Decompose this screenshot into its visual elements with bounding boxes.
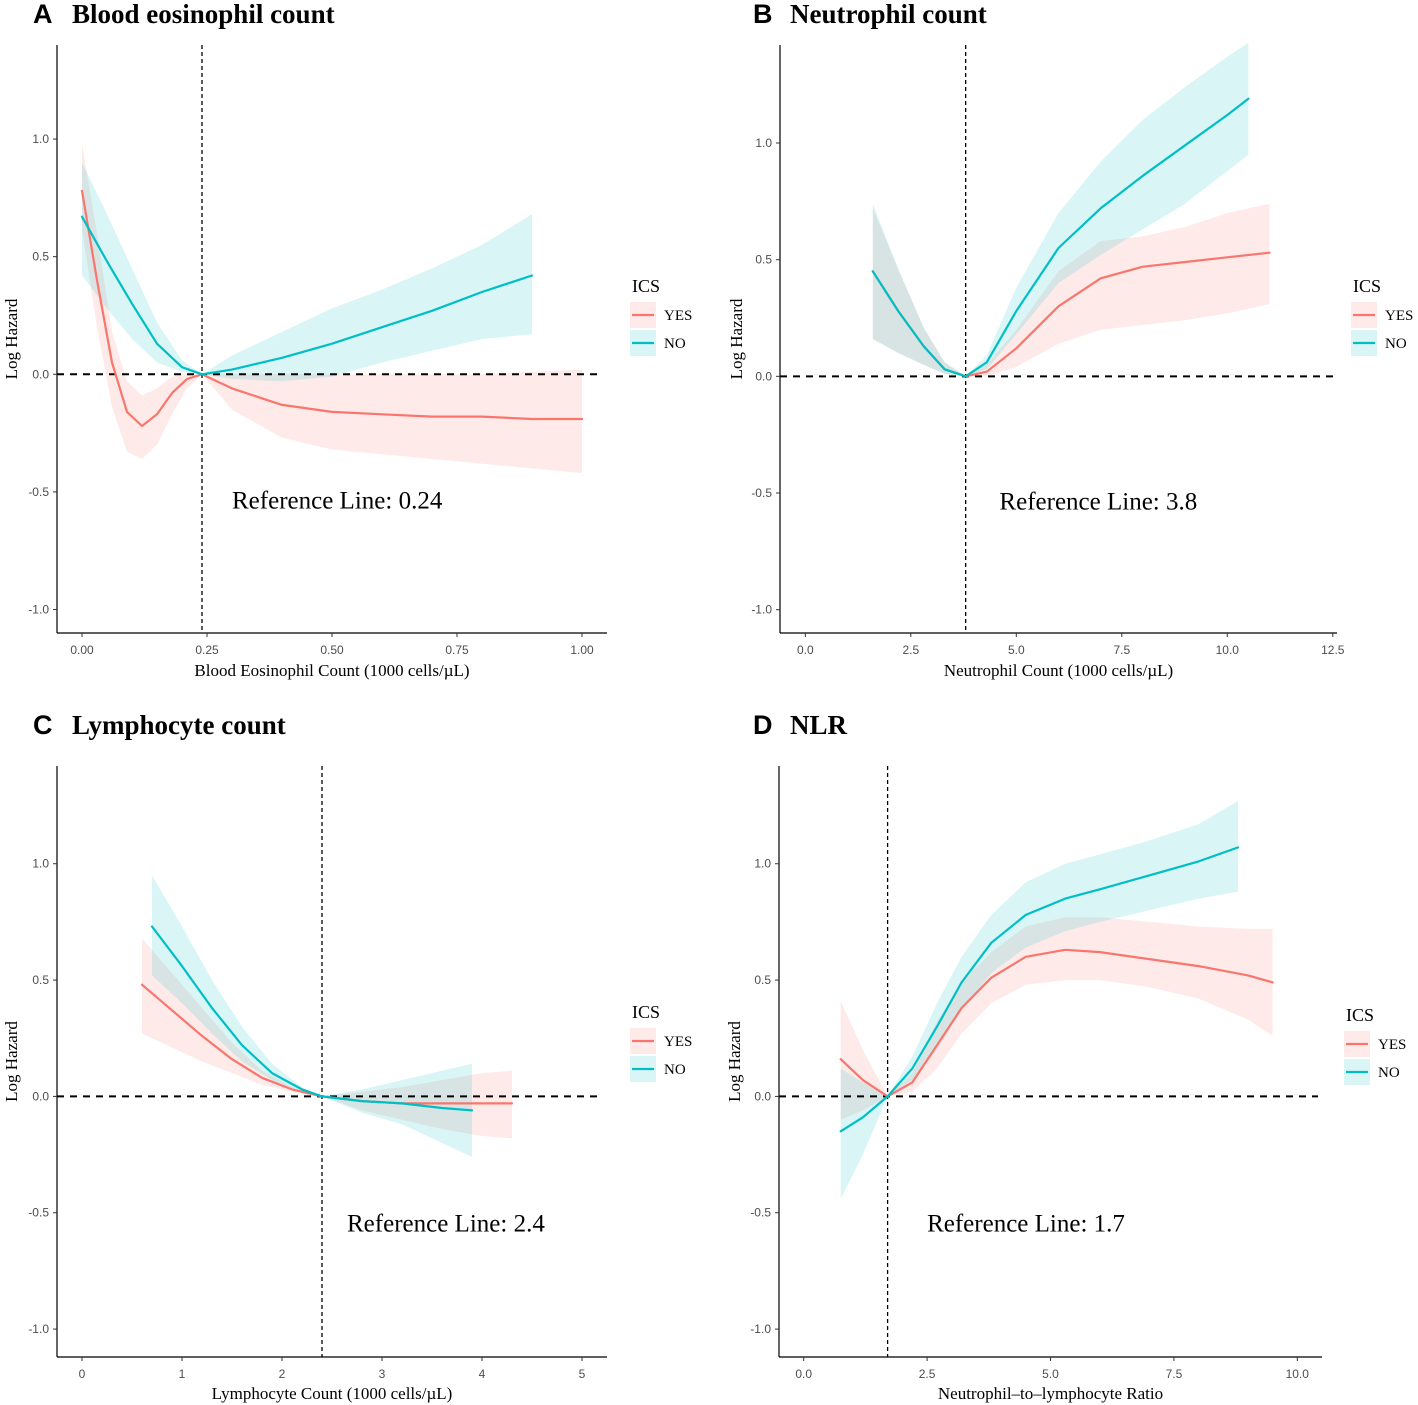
y-axis-title: Log Hazard bbox=[727, 298, 746, 379]
series-line-yes bbox=[839, 948, 1274, 1098]
y-tick-label: -0.5 bbox=[28, 485, 49, 499]
panel-letter: C bbox=[33, 710, 53, 740]
y-tick-label: -0.5 bbox=[28, 1206, 49, 1220]
x-tick-label: 4 bbox=[479, 1367, 486, 1381]
x-tick-label: 10.0 bbox=[1216, 643, 1240, 657]
confidence-band-yes bbox=[82, 143, 582, 474]
y-tick-label: 0.0 bbox=[32, 1089, 49, 1103]
x-tick-label: 2.5 bbox=[902, 643, 919, 657]
chart-panel-d: D NLR 1.0 0.5 0.0 -0.5 -1.0 0.0 2.5 5.0 7.5 10.0 Neu… bbox=[725, 710, 1406, 1403]
y-tick-label: 0.5 bbox=[32, 973, 49, 987]
panel-title: Lymphocyte count bbox=[72, 710, 286, 740]
chart-panel-a: A Blood eosinophil count 1.0 0.5 0.0 -0.5 -1.0… bbox=[2, 0, 692, 680]
reference-line-label: Reference Line: 2.4 bbox=[347, 1210, 545, 1237]
y-tick-label: -0.5 bbox=[751, 486, 772, 500]
y-tick-label: 0.5 bbox=[755, 253, 772, 267]
y-tick-label: 0.5 bbox=[754, 973, 771, 987]
legend-label-no: NO bbox=[1385, 336, 1407, 352]
x-tick-label: 12.5 bbox=[1321, 643, 1345, 657]
panel-title: NLR bbox=[790, 710, 848, 740]
x-tick-label: 5.0 bbox=[1008, 643, 1025, 657]
legend-label-yes: YES bbox=[1385, 308, 1413, 324]
x-tick-label: 5.0 bbox=[1042, 1367, 1059, 1381]
y-tick-label: 0.0 bbox=[754, 1089, 771, 1103]
confidence-band-yes bbox=[840, 917, 1273, 1120]
x-axis-title: Neutrophil Count (1000 cells/µL) bbox=[944, 661, 1173, 680]
legend-label-yes: YES bbox=[1378, 1037, 1406, 1053]
confidence-band-no bbox=[872, 42, 1249, 377]
confidence-band-yes bbox=[872, 203, 1270, 377]
reference-line-label: Reference Line: 3.8 bbox=[999, 488, 1197, 515]
x-tick-label: 2 bbox=[279, 1367, 286, 1381]
legend-label-yes: YES bbox=[664, 1034, 692, 1050]
panel-title: Neutrophil count bbox=[790, 0, 987, 29]
chart-panel-c: C Lymphocyte count 1.0 0.5 0.0 -0.5 -1.0 0 1 2 3 4 5… bbox=[2, 710, 692, 1403]
y-tick-label: 0.5 bbox=[32, 250, 49, 264]
series-line-yes bbox=[140, 983, 514, 1105]
y-tick-label: -1.0 bbox=[28, 602, 49, 616]
x-tick-label: 7.5 bbox=[1166, 1367, 1183, 1381]
x-tick-label: 1.00 bbox=[570, 643, 594, 657]
x-tick-label: 10.0 bbox=[1286, 1367, 1310, 1381]
y-tick-label: 1.0 bbox=[755, 136, 772, 150]
x-tick-label: 2.5 bbox=[919, 1367, 936, 1381]
series-line-no bbox=[150, 925, 474, 1112]
confidence-band-no bbox=[152, 875, 472, 1157]
series-line-no bbox=[80, 215, 534, 376]
chart-panel-b: B Neutrophil count 1.0 0.5 0.0 -0.5 -1.0 0.0 2.5… bbox=[727, 0, 1413, 680]
legend-label-yes: YES bbox=[664, 308, 692, 324]
legend-title: ICS bbox=[1346, 1005, 1374, 1025]
confidence-band-no bbox=[82, 162, 532, 382]
x-tick-label: 1 bbox=[179, 1367, 186, 1381]
x-tick-label: 0 bbox=[79, 1367, 86, 1381]
panel-title: Blood eosinophil count bbox=[72, 0, 335, 29]
confidence-band-no bbox=[840, 800, 1239, 1199]
legend-label-no: NO bbox=[664, 1062, 686, 1078]
legend-title: ICS bbox=[1353, 276, 1381, 296]
x-tick-label: 0.00 bbox=[70, 643, 94, 657]
y-tick-label: -1.0 bbox=[28, 1322, 49, 1336]
x-tick-label: 0.75 bbox=[445, 643, 469, 657]
panel-letter: A bbox=[33, 0, 53, 29]
y-tick-label: 1.0 bbox=[32, 132, 49, 146]
x-tick-label: 0.25 bbox=[195, 643, 219, 657]
x-axis-title: Neutrophil–to–lymphocyte Ratio bbox=[938, 1384, 1163, 1403]
legend-title: ICS bbox=[632, 1002, 660, 1022]
y-axis-title: Log Hazard bbox=[2, 298, 21, 379]
series-line-no bbox=[871, 97, 1250, 378]
panel-letter: B bbox=[753, 0, 773, 29]
x-tick-label: 0.0 bbox=[795, 1367, 812, 1381]
legend-label-no: NO bbox=[664, 336, 686, 352]
x-tick-label: 0.50 bbox=[320, 643, 344, 657]
y-tick-label: -1.0 bbox=[751, 603, 772, 617]
x-axis-title: Lymphocyte Count (1000 cells/µL) bbox=[212, 1384, 453, 1403]
y-tick-label: -1.0 bbox=[750, 1322, 771, 1336]
x-tick-label: 3 bbox=[379, 1367, 386, 1381]
y-tick-label: 1.0 bbox=[754, 857, 771, 871]
confidence-band-yes bbox=[142, 938, 512, 1139]
x-tick-label: 5 bbox=[579, 1367, 586, 1381]
x-tick-label: 0.0 bbox=[797, 643, 814, 657]
y-tick-label: 0.0 bbox=[755, 369, 772, 383]
reference-line-label: Reference Line: 1.7 bbox=[927, 1210, 1125, 1237]
series-line-no bbox=[839, 846, 1240, 1133]
y-tick-label: 0.0 bbox=[32, 367, 49, 381]
x-tick-label: 7.5 bbox=[1113, 643, 1130, 657]
panel-letter: D bbox=[753, 710, 773, 740]
reference-line-label: Reference Line: 0.24 bbox=[232, 487, 443, 514]
y-tick-label: -0.5 bbox=[750, 1206, 771, 1220]
y-tick-label: 1.0 bbox=[32, 857, 49, 871]
legend-label-no: NO bbox=[1378, 1065, 1400, 1081]
y-axis-title: Log Hazard bbox=[725, 1021, 744, 1102]
x-axis-title: Blood Eosinophil Count (1000 cells/µL) bbox=[194, 661, 469, 680]
y-axis-title: Log Hazard bbox=[2, 1021, 21, 1102]
legend-title: ICS bbox=[632, 276, 660, 296]
